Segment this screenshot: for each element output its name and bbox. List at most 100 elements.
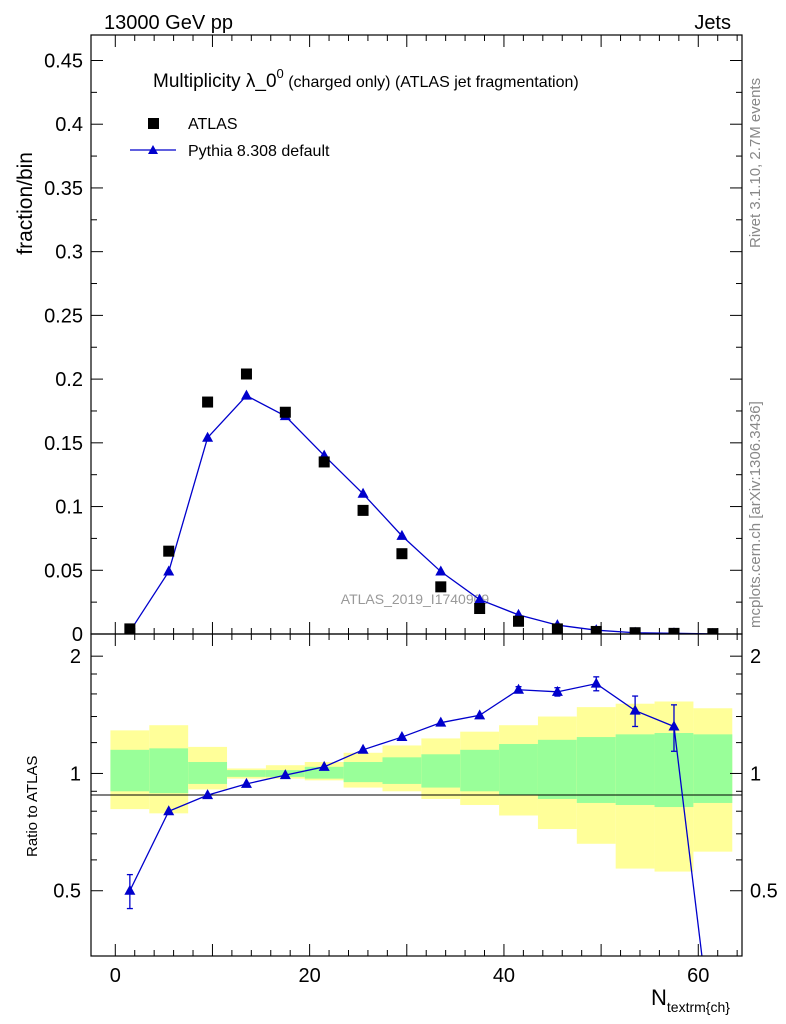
ratio-y-tick-label-right: 1 xyxy=(750,763,761,785)
ratio-point xyxy=(202,789,214,800)
ratio-x-ticks: 0 20 40 60 xyxy=(110,634,738,987)
ratio-x-axis-label: Ntextrm{ch} xyxy=(651,985,730,1015)
ratio-band-stat xyxy=(421,754,461,788)
ratio-point xyxy=(318,760,330,771)
main-panel: 0 0.05 0.1 0.15 0.2 0.25 0.3 0.35 0.4 0.45 ATLAS_… xyxy=(14,34,743,646)
title-sup: 0 xyxy=(277,66,284,81)
atlas-point xyxy=(202,396,214,408)
atlas-point xyxy=(163,545,175,557)
main-y-tick-label: 0 xyxy=(72,624,83,646)
ratio-point xyxy=(240,777,252,788)
ratio-point xyxy=(396,731,408,742)
legend: ATLAS Pythia 8.308 default xyxy=(130,116,330,160)
main-series-layer xyxy=(124,368,719,634)
atlas-point xyxy=(668,627,680,634)
ratio-point xyxy=(435,716,447,727)
ratio-point xyxy=(629,704,641,715)
legend-label-atlas: ATLAS xyxy=(188,116,238,133)
ratio-point xyxy=(551,685,563,696)
ratio-point xyxy=(590,677,602,688)
x-label-sub: textrm{ch} xyxy=(667,999,730,1015)
legend-label-pythia: Pythia 8.308 default xyxy=(188,143,330,160)
ratio-bands xyxy=(110,701,733,872)
legend-marker-atlas xyxy=(148,118,159,129)
legend-marker-pythia xyxy=(148,145,158,154)
ratio-band-stat xyxy=(343,762,383,783)
mcplots-label: mcplots.cern.ch [arXiv:1306.3436] xyxy=(747,401,764,628)
ratio-series-layer xyxy=(124,676,703,956)
ratio-y-tick-label: 0.5 xyxy=(53,881,81,903)
pythia-point xyxy=(240,389,252,400)
main-y-tick-label: 0.25 xyxy=(44,305,83,327)
pythia-point xyxy=(357,487,369,498)
atlas-point xyxy=(551,623,563,634)
main-x-ticks xyxy=(114,35,738,634)
ratio-band-stat xyxy=(576,737,616,803)
ratio-band-stat xyxy=(188,762,228,784)
ratio-x-tick-label: 60 xyxy=(687,965,709,987)
x-label-main: N xyxy=(651,985,667,1010)
ratio-band-stat xyxy=(382,757,422,784)
ratio-point xyxy=(279,769,291,780)
atlas-point xyxy=(629,627,641,634)
ratio-point xyxy=(357,743,369,754)
ratio-y-axis-label: Ratio to ATLAS xyxy=(24,756,41,857)
pythia-point xyxy=(396,529,408,540)
ratio-band-stat xyxy=(537,739,577,799)
rivet-label: Rivet 3.1.10, 2.7M events xyxy=(747,78,764,248)
main-y-tick-label: 0.35 xyxy=(44,178,83,200)
main-y-tick-label: 0.2 xyxy=(55,369,83,391)
main-y-axis-label: fraction/bin xyxy=(14,152,37,255)
pythia-point xyxy=(202,431,214,442)
ratio-x-tick-label: 0 xyxy=(110,965,121,987)
ratio-band-stat xyxy=(615,734,655,805)
ratio-band-stat xyxy=(693,734,733,803)
atlas-point xyxy=(707,628,719,634)
ratio-y-tick-label: 2 xyxy=(70,646,81,668)
header-right: Jets xyxy=(694,12,731,34)
ratio-x-tick-label: 20 xyxy=(298,965,320,987)
atlas-point xyxy=(318,456,330,468)
atlas-point xyxy=(590,625,602,634)
main-y-tick-label: 0.4 xyxy=(55,114,83,136)
ratio-y-tick-label-right: 0.5 xyxy=(750,881,778,903)
atlas-point xyxy=(435,581,447,593)
ratio-y-ticks: 0.5 0.5 1 1 2 2 xyxy=(53,646,778,903)
pythia-point xyxy=(163,565,175,576)
ratio-band-stat xyxy=(499,744,538,796)
watermark: ATLAS_2019_I1740909 xyxy=(341,591,490,607)
atlas-point xyxy=(474,603,486,615)
header-left: 13000 GeV pp xyxy=(104,12,233,34)
ratio-point xyxy=(474,709,486,720)
ratio-frame xyxy=(90,633,743,957)
ratio-band-stat xyxy=(149,748,189,794)
ratio-y-tick-label-right: 2 xyxy=(750,646,761,668)
atlas-point xyxy=(396,548,408,560)
atlas-point xyxy=(279,406,291,418)
ratio-band-stat xyxy=(460,749,500,792)
ratio-point xyxy=(163,805,175,816)
ratio-x-tick-label: 40 xyxy=(493,965,515,987)
ratio-band-stat xyxy=(227,770,266,777)
ratio-band-stat xyxy=(304,766,344,779)
title-main: Multiplicity λ_0 xyxy=(153,71,277,92)
ratio-point xyxy=(513,683,525,694)
ratio-point xyxy=(668,720,680,731)
main-y-tick-label: 0.15 xyxy=(44,433,83,455)
ratio-band-stat xyxy=(110,749,150,792)
title-rest: (charged only) (ATLAS jet fragmentation) xyxy=(284,74,579,91)
ratio-point xyxy=(124,884,136,895)
atlas-point xyxy=(357,504,369,516)
ratio-panel: 0.5 0.5 1 1 2 2 0 20 40 60 Ratio to ATLAS Ntextr… xyxy=(24,633,778,1015)
atlas-point xyxy=(513,615,525,627)
main-y-tick-label: 0.3 xyxy=(55,242,83,264)
pythia-point xyxy=(474,593,486,604)
main-y-tick-label: 0.05 xyxy=(44,560,83,582)
main-y-tick-label: 0.1 xyxy=(55,497,83,519)
main-title: Multiplicity λ_00 (charged only) (ATLAS … xyxy=(153,66,579,92)
atlas-point xyxy=(240,368,252,380)
main-y-tick-label: 0.45 xyxy=(44,50,83,72)
pythia-point xyxy=(435,565,447,576)
ratio-y-tick-label: 1 xyxy=(70,763,81,785)
